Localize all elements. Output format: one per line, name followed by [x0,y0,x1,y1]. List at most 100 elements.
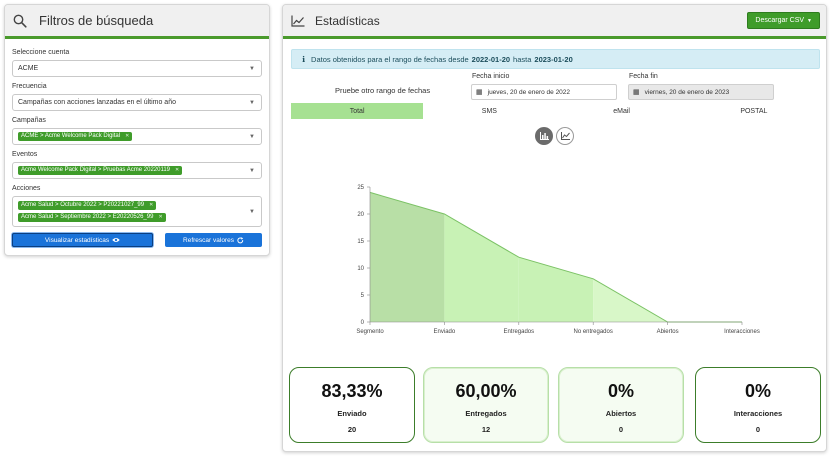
date-range-alert: ℹ Datos obtenidos para el rango de fecha… [291,49,820,69]
x-tick-label: Segmento [356,329,384,335]
cuenta-select[interactable]: ACME ▼ [12,60,262,77]
stats-panel: Estadísticas Descargar CSV ▼ ℹ Datos obt… [282,4,827,452]
calendar-icon: ▦ [633,89,640,96]
visualizar-estadisticas-button[interactable]: Visualizar estadísticas [12,233,153,247]
bar-chart-toggle[interactable] [535,127,553,145]
remove-tag-icon[interactable]: ✕ [175,167,180,173]
tag-label: Acme Salud > Octubre 2022 > P20221027_99 [21,202,145,208]
card-name: Interacciones [733,409,783,418]
chevron-down-icon: ▼ [249,65,255,72]
x-tick-label: Entregados [503,329,534,335]
card-name: Entregados [465,409,507,418]
card-interacciones: 0% Interacciones 0 [695,367,821,443]
x-tick-label: No entregados [574,329,613,335]
x-tick-label: Enviado [434,329,456,335]
filters-header: Filtros de búsqueda [5,5,269,39]
area-segment-segmento [370,192,445,322]
stats-header: Estadísticas Descargar CSV ▼ [283,5,826,39]
campanas-select[interactable]: ACME > Acme Welcome Pack Digital ✕ ▼ [12,128,262,145]
card-percentage: 83,33% [321,381,383,401]
eventos-select[interactable]: Acme Welcome Pack Digital > Pruebas Acme… [12,162,262,179]
y-tick-label: 15 [357,239,364,245]
filters-title: Filtros de búsqueda [39,13,154,28]
caret-down-icon: ▼ [807,17,812,24]
eventos-label: Eventos [12,151,38,158]
fecha-fin-label: Fecha fin [629,73,658,80]
chevron-down-icon: ▼ [249,208,255,215]
chevron-down-icon: ▼ [249,99,255,106]
alert-to-date: 2023-01-20 [534,54,573,64]
card-percentage: 0% [607,381,634,401]
card-enviado: 83,33% Enviado 20 [289,367,415,443]
line-chart-icon [291,15,305,27]
line-chart-icon [560,132,570,140]
fecha-fin-value: viernes, 20 de enero de 2023 [644,88,730,96]
fecha-inicio-label: Fecha inicio [472,73,510,80]
tab-sms[interactable]: SMS [481,107,497,115]
accion-tag: Acme Salud > Octubre 2022 > P20221027_99… [18,201,157,210]
card-percentage: 60,00% [455,381,517,401]
x-tick-label: Interacciones [724,329,760,335]
area-segment-entregados [518,257,594,322]
card-count: 20 [347,425,357,434]
y-tick-label: 20 [357,212,364,218]
y-tick-label: 5 [361,293,365,299]
alert-from-date: 2022-01-20 [471,54,511,64]
button-label: Visualizar estadísticas [44,236,110,244]
calendar-icon: ▦ [476,89,483,96]
tag-label: ACME > Acme Welcome Pack Digital [21,133,121,139]
cuenta-value: ACME [18,65,39,72]
cuenta-label: Seleccione cuenta [12,49,70,56]
info-icon: ℹ [302,54,306,64]
alert-prefix: Datos obtenidos para el rango de fechas … [311,54,469,64]
line-chart-toggle[interactable] [556,127,574,145]
tag-label: Acme Welcome Pack Digital > Pruebas Acme… [21,167,171,173]
tab-email[interactable]: eMail [613,107,630,115]
refrescar-valores-button[interactable]: Refrescar valores [165,233,262,247]
evento-tag: Acme Welcome Pack Digital > Pruebas Acme… [18,166,183,175]
tab-total[interactable]: Total [291,103,424,119]
y-tick-label: 10 [357,266,364,272]
tag-label: Acme Salud > Septiembre 2022 > E20220526… [21,214,154,220]
fecha-inicio-input[interactable]: ▦ jueves, 20 de enero de 2022 [471,84,617,100]
button-label: Refrescar valores [183,236,234,244]
fecha-inicio-value: jueves, 20 de enero de 2022 [487,88,571,96]
filters-panel: Filtros de búsqueda Seleccione cuenta AC… [4,4,270,256]
alert-mid: hasta [513,54,532,64]
card-name: Enviado [337,409,367,418]
bar-chart-icon [539,132,549,140]
channel-tabs: Total SMS eMail POSTAL [291,103,820,119]
chevron-down-icon: ▼ [249,167,255,174]
acciones-select[interactable]: Acme Salud > Octubre 2022 > P20221027_99… [12,196,262,227]
frecuencia-value: Campañas con acciones lanzadas en el últ… [18,99,176,106]
search-icon [13,14,27,28]
refresh-icon [237,236,244,243]
remove-tag-icon[interactable]: ✕ [149,202,154,208]
summary-cards: 83,33% Enviado 20 60,00% Entregados 12 0… [289,367,822,444]
card-count: 0 [618,425,624,434]
remove-tag-icon[interactable]: ✕ [158,214,163,220]
campanas-label: Campañas [12,117,46,124]
button-label: Descargar CSV [755,17,805,24]
remove-tag-icon[interactable]: ✕ [125,133,130,139]
download-csv-button[interactable]: Descargar CSV ▼ [747,12,820,29]
card-count: 0 [755,425,761,434]
accion-tag: Acme Salud > Septiembre 2022 > E20220526… [18,213,166,222]
y-tick-label: 25 [357,185,364,191]
stats-title: Estadísticas [315,13,380,28]
frecuencia-select[interactable]: Campañas con acciones lanzadas en el últ… [12,94,262,111]
card-count: 12 [481,425,491,434]
x-tick-label: Abiertos [657,329,679,335]
range-hint: Pruebe otro rango de fechas [335,86,431,95]
fecha-fin-input[interactable]: ▦ viernes, 20 de enero de 2023 [628,84,774,100]
frecuencia-label: Frecuencia [12,83,47,90]
tab-postal[interactable]: POSTAL [740,107,768,115]
y-tick-label: 0 [361,320,365,326]
area-segment-enviado [444,214,519,322]
eye-icon [112,238,120,242]
funnel-area-chart: 0 5 10 15 20 25 Segmento Enviado Entregados No en… [356,185,760,335]
card-entregados: 60,00% Entregados 12 [423,367,549,443]
card-percentage: 0% [744,381,771,401]
campana-tag: ACME > Acme Welcome Pack Digital ✕ [18,132,133,141]
chevron-down-icon: ▼ [249,133,255,140]
